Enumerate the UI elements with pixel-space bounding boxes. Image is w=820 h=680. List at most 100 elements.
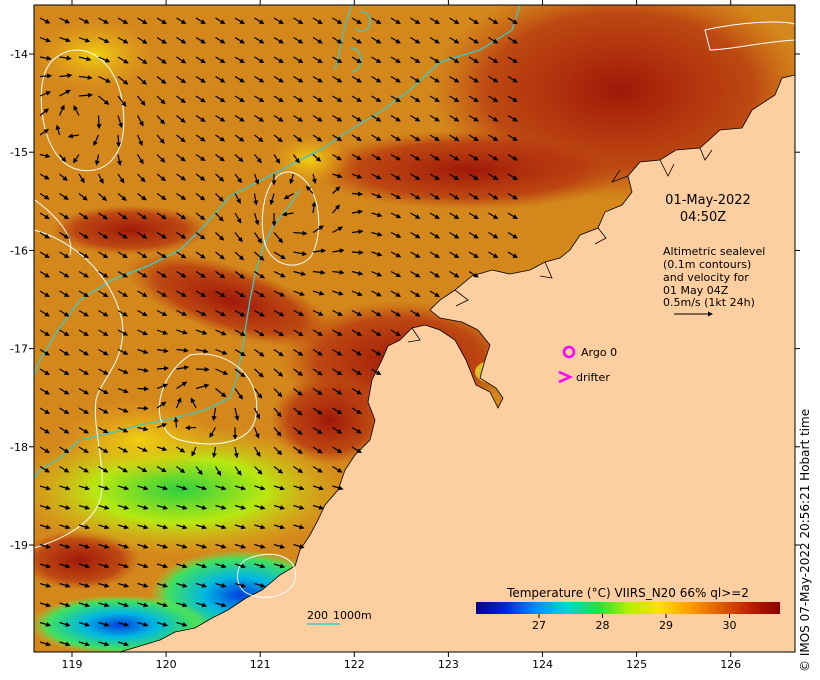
velocity-arrow (195, 563, 208, 569)
velocity-arrow (234, 251, 245, 261)
velocity-arrow (312, 407, 323, 415)
velocity-arrow (332, 173, 343, 179)
velocity-arrow (39, 91, 52, 97)
velocity-arrow (39, 368, 50, 376)
velocity-arrow (371, 290, 382, 297)
velocity-arrow (156, 154, 166, 163)
velocity-arrow (234, 348, 246, 357)
velocity-arrow (137, 582, 149, 588)
velocity-arrow (254, 271, 265, 279)
velocity-arrow (312, 309, 324, 316)
velocity-arrow (137, 290, 148, 297)
velocity-arrow (137, 251, 148, 259)
velocity-arrow (312, 134, 323, 142)
velocity-arrow (136, 115, 144, 127)
velocity-arrow (39, 173, 50, 180)
colorbar-tick-label: 29 (659, 619, 673, 632)
velocity-arrow (94, 154, 100, 166)
velocity-arrow (332, 465, 343, 473)
velocity-arrow (59, 193, 69, 200)
velocity-arrow (195, 154, 206, 162)
velocity-arrow (390, 173, 401, 180)
velocity-arrow (176, 309, 188, 316)
velocity-arrow (254, 582, 266, 588)
velocity-arrow (390, 309, 401, 317)
velocity-arrow (371, 309, 382, 317)
velocity-arrow (351, 309, 363, 317)
velocity-arrow (156, 602, 169, 608)
velocity-arrow (351, 368, 362, 376)
velocity-arrow (59, 426, 70, 434)
velocity-arrow (390, 153, 401, 161)
velocity-arrow (351, 249, 364, 255)
velocity-arrow (254, 485, 266, 491)
velocity-arrow (78, 270, 89, 278)
velocity-arrow (117, 76, 129, 85)
velocity-arrow (137, 426, 149, 432)
velocity-arrow (449, 231, 460, 239)
velocity-arrow (137, 367, 149, 373)
velocity-arrow (488, 56, 499, 64)
velocity-arrow (293, 95, 304, 103)
velocity-arrow (234, 309, 246, 317)
velocity-arrow (488, 95, 499, 103)
velocity-arrow (312, 17, 323, 25)
velocity-arrow (176, 524, 188, 530)
velocity-arrow (332, 36, 343, 44)
velocity-arrow (55, 124, 61, 136)
velocity-arrow (215, 212, 224, 222)
velocity-arrow (293, 270, 307, 276)
velocity-arrow (488, 75, 499, 83)
velocity-arrow (137, 329, 148, 336)
velocity-arrow (215, 309, 226, 317)
velocity-arrow (449, 270, 460, 278)
velocity-arrow (98, 231, 109, 239)
velocity-arrow (332, 485, 344, 491)
velocity-arrow (117, 407, 129, 413)
velocity-arrow (176, 563, 188, 569)
velocity-arrow (98, 270, 109, 278)
velocity-arrow (371, 17, 382, 25)
velocity-arrow (488, 153, 499, 161)
velocity-arrow (117, 524, 130, 530)
velocity-arrow (273, 485, 286, 491)
velocity-arrow (429, 270, 440, 278)
velocity-arrow (488, 251, 499, 259)
velocity-arrow (195, 173, 206, 181)
velocity-arrow (98, 543, 110, 549)
velocity-arrow (215, 232, 225, 241)
velocity-arrow (351, 348, 362, 356)
velocity-arrow (59, 329, 70, 337)
velocity-arrow (176, 485, 188, 491)
velocity-arrow (468, 231, 479, 239)
velocity-arrow (176, 17, 187, 25)
velocity-arrow (293, 75, 304, 83)
velocity-arrow (332, 204, 341, 214)
velocity-arrow (234, 466, 242, 476)
velocity-arrow (78, 290, 89, 298)
velocity-arrow (273, 232, 284, 244)
velocity-arrow (195, 524, 208, 530)
y-tick-label: -18 (10, 441, 28, 454)
velocity-arrow (215, 114, 226, 122)
velocity-arrow (507, 36, 518, 44)
velocity-arrow (351, 17, 362, 25)
velocity-arrow (117, 446, 129, 453)
velocity-arrow (254, 17, 265, 25)
velocity-arrow (98, 426, 109, 434)
velocity-arrow (156, 465, 167, 473)
velocity-arrow (234, 134, 245, 142)
velocity-arrow (351, 446, 362, 454)
velocity-arrow (156, 231, 167, 239)
velocity-arrow (273, 115, 284, 122)
velocity-arrow (73, 105, 80, 116)
velocity-arrow (39, 407, 50, 415)
velocity-arrow (175, 397, 182, 409)
velocity-arrow (312, 504, 325, 510)
velocity-arrow (293, 230, 308, 236)
velocity-arrow (39, 108, 49, 116)
velocity-arrow (254, 290, 265, 298)
velocity-arrow (488, 36, 499, 44)
velocity-arrow (215, 290, 226, 298)
velocity-arrow (176, 173, 187, 181)
